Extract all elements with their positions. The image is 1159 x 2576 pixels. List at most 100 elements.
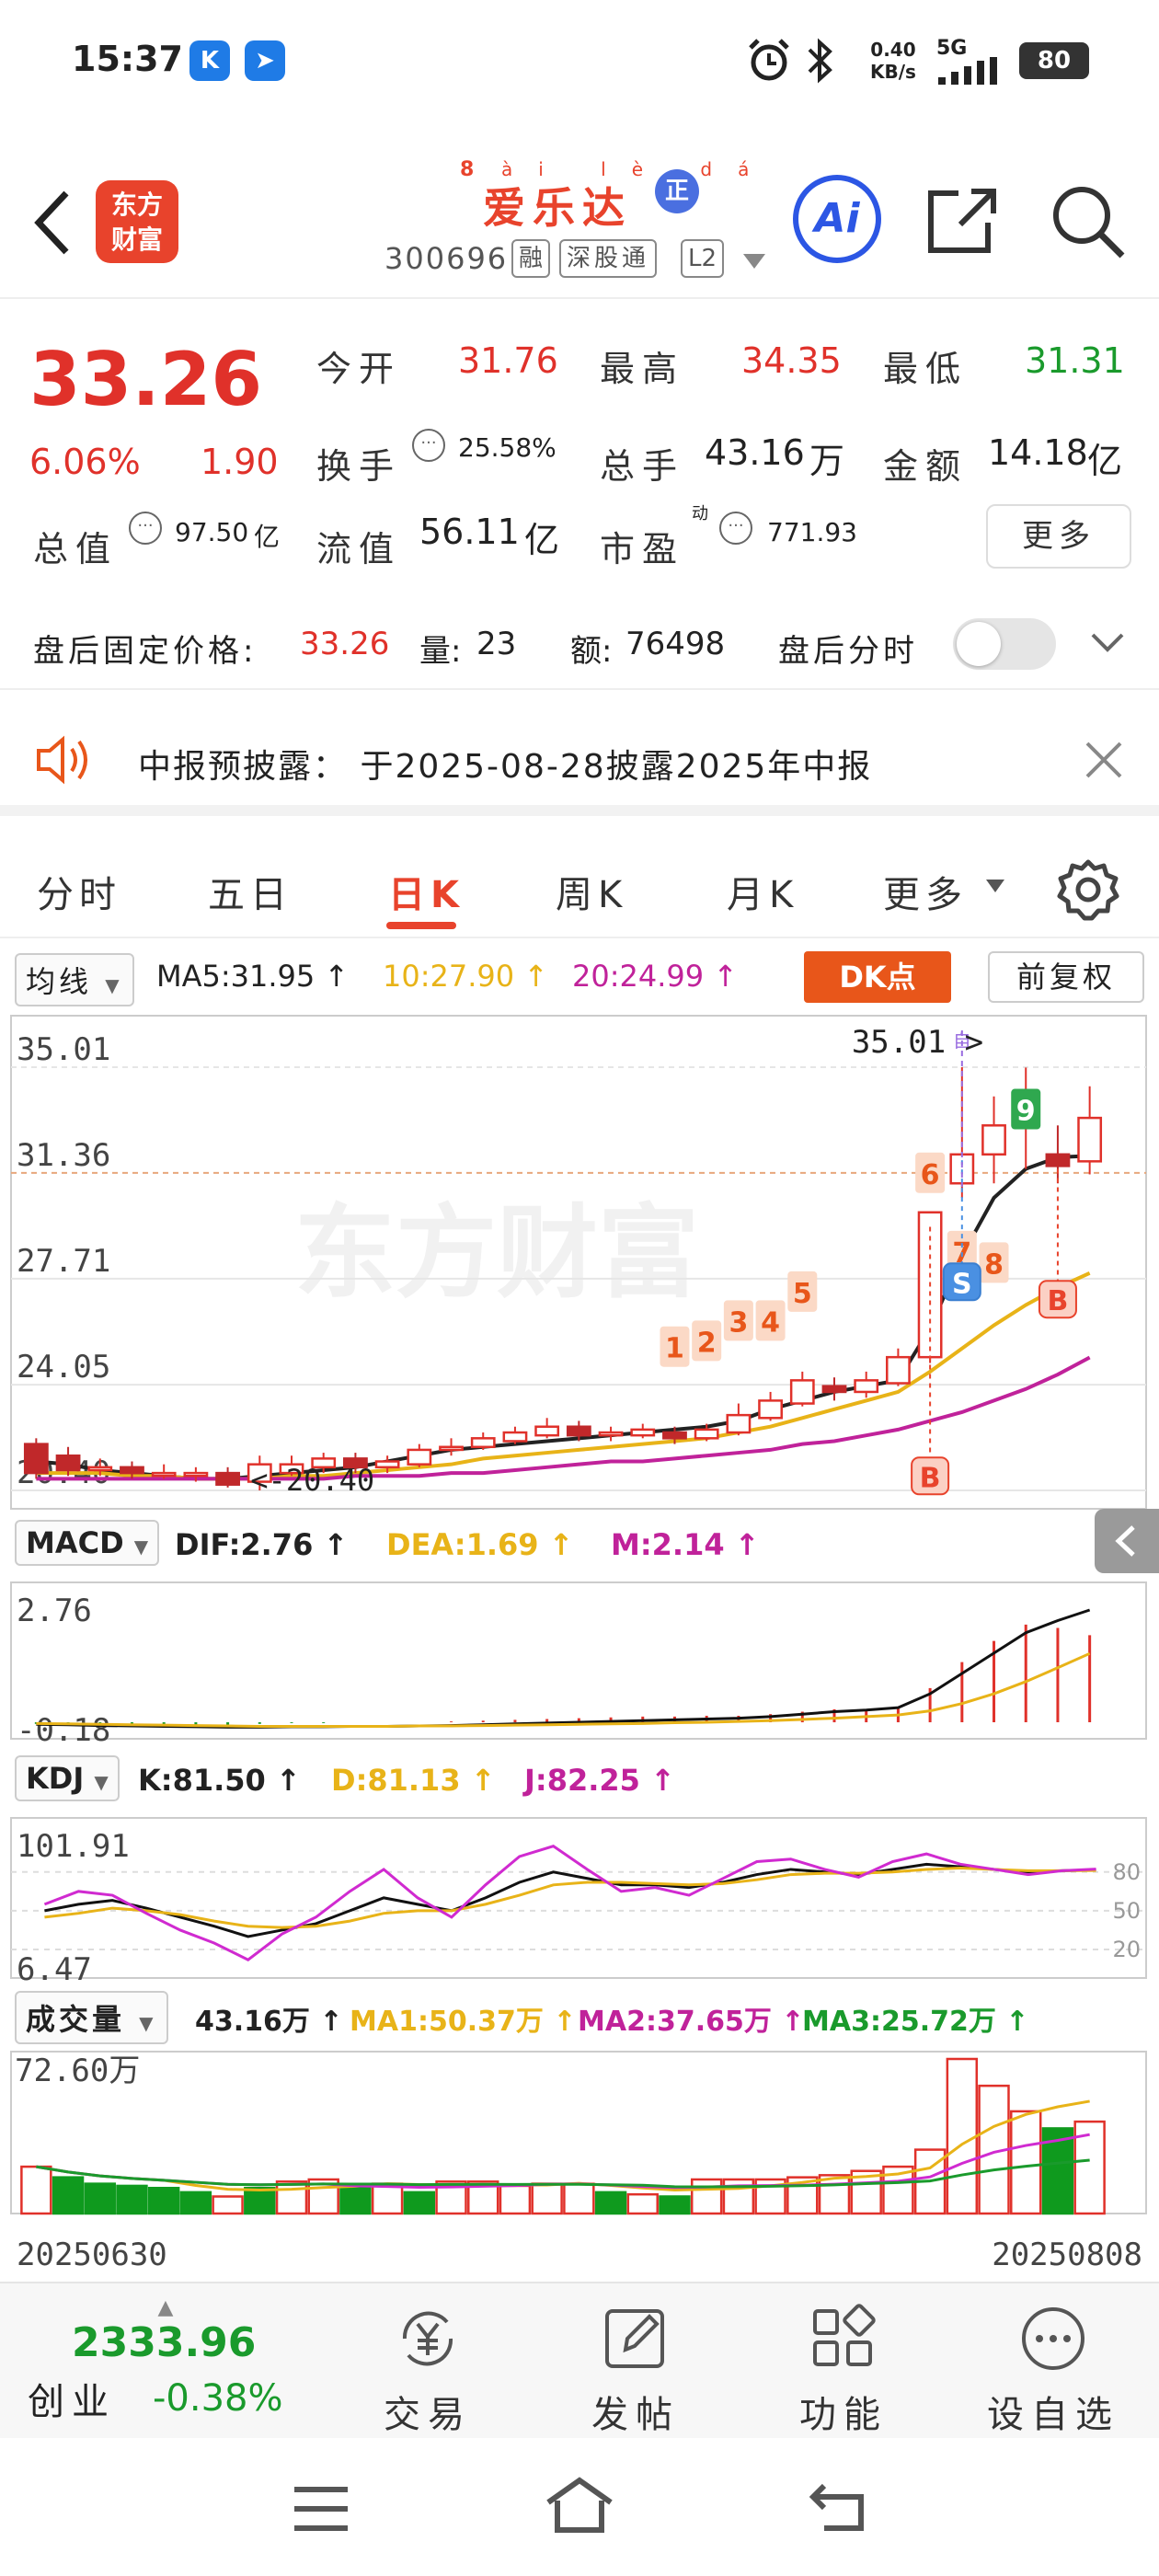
td-sequence-box: [1011, 1088, 1041, 1130]
nav-trade[interactable]: 交易: [368, 2302, 488, 2438]
back-nav-icon[interactable]: [808, 2478, 872, 2534]
volume-current: 43.16万 ↑: [195, 2006, 343, 2038]
kdj-selector[interactable]: KDJ ▼: [15, 1755, 120, 1801]
signal-marker-label: B: [1048, 1285, 1069, 1317]
pe-dynamic: 动: [692, 504, 708, 523]
nav-post[interactable]: 发帖: [576, 2302, 695, 2438]
dropdown-icon[interactable]: [984, 878, 1006, 894]
volume-bar: [659, 2195, 691, 2215]
volume-bar: [52, 2176, 85, 2215]
indicator-selector[interactable]: 均线 ▼: [15, 953, 134, 1006]
td-sequence-box: [660, 1326, 690, 1367]
nav-functions[interactable]: 功能: [784, 2302, 903, 2438]
net-speed-value: 0.40: [870, 39, 916, 61]
candle-body: [1077, 1116, 1103, 1163]
volume-bar: [147, 2186, 180, 2215]
kdj-ref-label: 80: [1112, 1859, 1141, 1885]
menu-icon[interactable]: [291, 2484, 351, 2534]
candle-body: [821, 1385, 847, 1394]
mktcap-value: 97.50: [175, 517, 249, 547]
candle: [87, 1458, 113, 1477]
candle-body: [55, 1454, 81, 1472]
info-icon[interactable]: ···: [129, 512, 162, 545]
volume-bar: [339, 2184, 372, 2215]
candle: [662, 1426, 687, 1444]
back-icon[interactable]: [26, 186, 81, 259]
more-button[interactable]: 更多: [986, 504, 1131, 569]
volume-bar: [563, 2182, 595, 2215]
tab-timeshare[interactable]: 分时: [37, 874, 121, 916]
settings-gear-icon[interactable]: [1056, 857, 1120, 922]
speaker-icon: [37, 735, 87, 785]
candle-body: [23, 1443, 49, 1475]
info-icon[interactable]: ···: [719, 512, 752, 545]
share-icon[interactable]: [924, 184, 1001, 258]
tab-daily-k[interactable]: 日K: [388, 874, 465, 916]
candle: [630, 1423, 656, 1439]
nav-add-watchlist[interactable]: 设自选: [975, 2302, 1131, 2438]
current-price: 33.26: [29, 337, 263, 422]
volume-bar: [371, 2182, 404, 2215]
macd-selector[interactable]: MACD ▼: [15, 1520, 160, 1566]
volume-bar: [20, 2165, 52, 2215]
volume-pane: 72.60万 20250630 20250808: [10, 2051, 1147, 2273]
ma20-value: 20:24.99 ↑: [572, 959, 739, 994]
td-sequence-label: 8: [984, 1248, 1004, 1281]
tab-five-day[interactable]: 五日: [208, 874, 293, 916]
candle-body: [87, 1466, 113, 1472]
candle: [502, 1426, 528, 1444]
candle: [758, 1391, 783, 1421]
eastmoney-logo: 东方 财富: [96, 180, 178, 263]
close-icon[interactable]: [1084, 740, 1124, 780]
candle-body: [502, 1431, 528, 1443]
candle-body: [151, 1471, 177, 1478]
change-percent: 6.06%: [29, 442, 141, 482]
signal-icon: [938, 57, 997, 85]
ai-button[interactable]: Ai: [793, 175, 881, 263]
tab-monthly-k[interactable]: 月K: [727, 874, 799, 916]
candle: [55, 1446, 81, 1477]
notice-bar[interactable]: 中报预披露： 于2025-08-28披露2025年中报: [0, 692, 1159, 816]
ma5-value: MA5:31.95 ↑: [156, 959, 350, 994]
index-widget[interactable]: ▲ 2333.96 创业 -0.38%: [28, 2296, 304, 2425]
volume-bar: [403, 2191, 436, 2215]
stock-name-pinyin: ài lè dá: [501, 158, 775, 180]
volume-bar: [84, 2182, 116, 2215]
candle: [789, 1371, 815, 1407]
collapse-panel-button[interactable]: [1095, 1509, 1159, 1573]
after-hours-amt-label: 额:: [570, 633, 613, 670]
ma-bar: 均线 ▼ MA5:31.95 ↑ 10:27.90 ↑ 20:24.99 ↑ D…: [0, 946, 1159, 1010]
candle: [981, 1096, 1006, 1184]
volume-bar: [275, 2180, 308, 2215]
candle: [854, 1371, 879, 1398]
home-icon[interactable]: [543, 2475, 616, 2536]
float-value: 56.11: [419, 512, 520, 552]
volume-bar: [244, 2186, 276, 2215]
tab-weekly-k[interactable]: 周K: [556, 874, 628, 916]
candle: [279, 1455, 304, 1477]
dk-point-button[interactable]: DK点: [804, 951, 951, 1003]
open-value: 31.76: [458, 340, 558, 381]
turnover-value: 25.58%: [458, 432, 557, 463]
volume-selector[interactable]: 成交量 ▼: [15, 1991, 168, 2044]
adjust-button[interactable]: 前复权: [988, 951, 1144, 1003]
info-icon[interactable]: ···: [412, 429, 445, 462]
macd-dea: DEA:1.69 ↑: [386, 1527, 574, 1562]
amount-value: 14.18: [988, 432, 1088, 473]
after-hours-vol: 23: [476, 626, 517, 662]
signal-marker-label: B: [920, 1462, 941, 1494]
after-hours-price: 33.26: [300, 626, 390, 662]
volume-ma3-line: [36, 2158, 1090, 2189]
candle-body: [566, 1425, 591, 1437]
tab-more[interactable]: 更多: [883, 874, 968, 916]
dropdown-icon[interactable]: [741, 252, 767, 270]
chevron-down-icon[interactable]: [1089, 629, 1126, 655]
td-sequence-box: [915, 1152, 946, 1193]
zheng-badge: 正: [655, 169, 699, 213]
search-icon[interactable]: [1047, 180, 1130, 263]
candle-body: [120, 1466, 144, 1475]
status-time: 15:37: [72, 39, 183, 79]
kdj-k: K:81.50 ↑: [138, 1763, 301, 1798]
after-hours-toggle[interactable]: [953, 618, 1056, 670]
